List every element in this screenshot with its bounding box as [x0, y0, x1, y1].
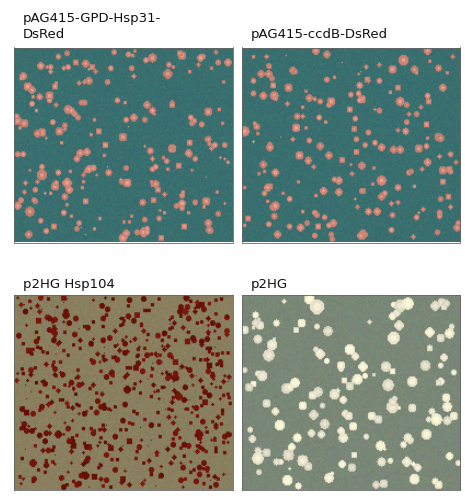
Text: pAG415-ccdB-DsRed: pAG415-ccdB-DsRed [251, 28, 388, 41]
Text: pAG415-GPD-Hsp31-
DsRed: pAG415-GPD-Hsp31- DsRed [23, 12, 161, 41]
Text: p2HG Hsp104: p2HG Hsp104 [23, 278, 114, 291]
Text: p2HG: p2HG [251, 278, 288, 291]
